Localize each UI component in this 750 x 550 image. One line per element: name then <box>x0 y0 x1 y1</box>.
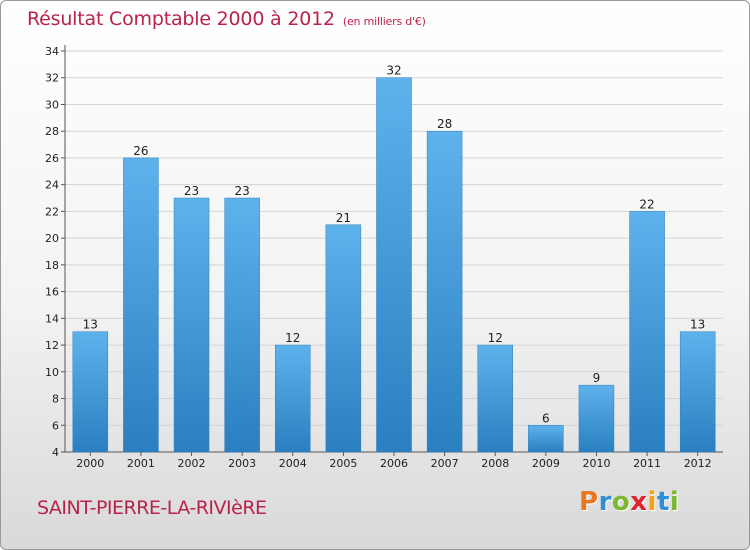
data-label-2007: 28 <box>437 117 452 131</box>
x-tick-label: 2008 <box>481 457 509 470</box>
data-label-2006: 32 <box>386 64 401 78</box>
x-tick-label: 2010 <box>582 457 610 470</box>
data-label-2008: 12 <box>488 331 503 345</box>
chart-subtitle: (en milliers d'€) <box>342 15 426 28</box>
bar-2003 <box>224 197 260 453</box>
bar-2011 <box>629 211 665 453</box>
labels: 13 2000 26 2001 23 2002 23 2003 12 2004 21 2005 32 20… <box>76 64 711 470</box>
bar-2001 <box>123 157 159 453</box>
x-tick-label: 2006 <box>380 457 408 470</box>
data-label-2003: 23 <box>235 184 250 198</box>
logo-letter: i <box>669 487 680 517</box>
chart-title-block: Résultat Comptable 2000 à 2012 (en millie… <box>27 8 426 30</box>
proxiti-logo: Proxiti <box>579 487 679 517</box>
y-tick-label: 28 <box>45 125 59 138</box>
x-tick-label: 2004 <box>279 457 307 470</box>
logo-letter: o <box>611 487 631 517</box>
data-label-2005: 21 <box>336 211 351 225</box>
y-tick-label: 4 <box>52 446 59 459</box>
logo-letter: r <box>598 487 612 517</box>
x-tick-label: 2002 <box>178 457 206 470</box>
logo-letter: P <box>579 487 599 517</box>
y-tick-label: 22 <box>45 205 59 218</box>
x-tick-label: 2011 <box>633 457 661 470</box>
data-label-2009: 6 <box>542 411 550 425</box>
y-tick-label: 6 <box>52 419 59 432</box>
bar-2010 <box>578 384 615 453</box>
data-label-2004: 12 <box>285 331 300 345</box>
logo-letter: t <box>656 487 670 517</box>
data-label-2012: 13 <box>690 318 705 332</box>
x-tick-label: 2007 <box>431 457 459 470</box>
bar-2008 <box>477 344 513 453</box>
bar-2009 <box>528 425 564 453</box>
y-tick-label: 32 <box>45 72 59 85</box>
bar-2006 <box>376 77 412 453</box>
x-tick-label: 2000 <box>76 457 104 470</box>
data-label-2002: 23 <box>184 184 199 198</box>
y-tick-label: 18 <box>45 259 59 272</box>
y-tick-label: 24 <box>45 179 59 192</box>
chart-title: Résultat Comptable 2000 à 2012 <box>27 8 335 30</box>
x-tick-label: 2001 <box>127 457 155 470</box>
y-tick-label: 10 <box>45 366 59 379</box>
x-tick-label: 2003 <box>228 457 256 470</box>
bars <box>72 77 716 453</box>
bar-2004 <box>275 344 311 453</box>
y-tick-label: 12 <box>45 339 59 352</box>
bar-2002 <box>173 197 210 453</box>
x-tick-label: 2009 <box>532 457 560 470</box>
y-tick-label: 14 <box>45 312 59 325</box>
x-tick-label: 2012 <box>684 457 712 470</box>
y-tick-label: 26 <box>45 152 59 165</box>
place-name: SAINT-PIERRE-LA-RIVIèRE <box>37 497 267 519</box>
y-tick-label: 8 <box>52 393 59 406</box>
logo-letter: i <box>647 487 657 517</box>
bar-2007 <box>426 130 463 453</box>
y-tick-label: 30 <box>45 98 59 111</box>
bar-2012 <box>679 331 716 453</box>
logo-letter: x <box>630 487 648 517</box>
data-label-2011: 22 <box>639 197 654 211</box>
data-label-2000: 13 <box>83 318 98 332</box>
y-tick-label: 20 <box>45 232 59 245</box>
data-label-2001: 26 <box>133 144 148 158</box>
bar-2000 <box>72 331 109 453</box>
bar-2005 <box>325 224 362 453</box>
y-tick-label: 34 <box>45 45 59 58</box>
data-label-2010: 9 <box>593 371 601 385</box>
y-tick-label: 16 <box>45 286 59 299</box>
x-tick-label: 2005 <box>329 457 357 470</box>
